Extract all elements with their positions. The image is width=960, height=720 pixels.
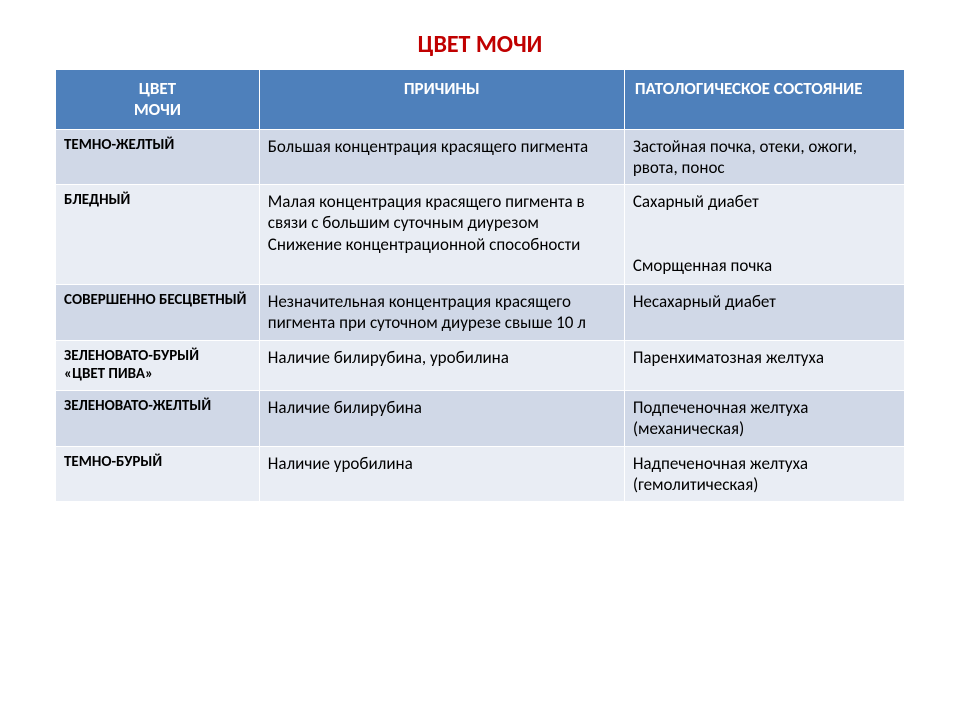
table-row: ТЕМНО-ЖЕЛТЫЙ Большая концентрация красящ… (56, 129, 905, 185)
cell-pathology: Надпеченочная желтуха (гемолитическая) (624, 446, 904, 502)
cell-color: БЛЕДНЫЙ (56, 185, 260, 285)
col-header-cause: ПРИЧИНЫ (259, 70, 624, 130)
col-header-color: ЦВЕТ МОЧИ (56, 70, 260, 130)
cell-pathology: Застойная почка, отеки, ожоги, рвота, по… (624, 129, 904, 185)
table-row: ТЕМНО-БУРЫЙ Наличие уробилина Надпеченоч… (56, 446, 905, 502)
cell-cause: Незначительная концентрация красящего пи… (259, 285, 624, 341)
table-row: БЛЕДНЫЙ Малая концентрация красящего пиг… (56, 185, 905, 285)
cell-color: СОВЕРШЕННО БЕСЦВЕТНЫЙ (56, 285, 260, 341)
table-header-row: ЦВЕТ МОЧИ ПРИЧИНЫ ПАТОЛОГИЧЕСКОЕ СОСТОЯН… (56, 70, 905, 130)
cell-color: ЗЕЛЕНОВАТО-БУРЫЙ «ЦВЕТ ПИВА» (56, 340, 260, 391)
cell-color: ТЕМНО-ЖЕЛТЫЙ (56, 129, 260, 185)
cell-color: ТЕМНО-БУРЫЙ (56, 446, 260, 502)
cell-pathology: Подпеченочная желтуха (механическая) (624, 391, 904, 447)
table-row: ЗЕЛЕНОВАТО-ЖЕЛТЫЙ Наличие билирубина Под… (56, 391, 905, 447)
page-title: ЦВЕТ МОЧИ (55, 30, 905, 59)
col-header-pathology: ПАТОЛОГИЧЕСКОЕ СОСТОЯНИЕ (624, 70, 904, 130)
cell-cause: Наличие уробилина (259, 446, 624, 502)
cell-cause: Наличие билирубина (259, 391, 624, 447)
cell-cause: Малая концентрация красящего пигмента в … (259, 185, 624, 285)
urine-color-table: ЦВЕТ МОЧИ ПРИЧИНЫ ПАТОЛОГИЧЕСКОЕ СОСТОЯН… (55, 69, 905, 502)
cell-cause: Большая концентрация красящего пигмента (259, 129, 624, 185)
table-row: ЗЕЛЕНОВАТО-БУРЫЙ «ЦВЕТ ПИВА» Наличие бил… (56, 340, 905, 391)
table-row: СОВЕРШЕННО БЕСЦВЕТНЫЙ Незначительная кон… (56, 285, 905, 341)
cell-color: ЗЕЛЕНОВАТО-ЖЕЛТЫЙ (56, 391, 260, 447)
cell-cause: Наличие билирубина, уробилина (259, 340, 624, 391)
cell-pathology: Сахарный диабет Сморщенная почка (624, 185, 904, 285)
cell-pathology: Несахарный диабет (624, 285, 904, 341)
cell-pathology: Паренхиматозная желтуха (624, 340, 904, 391)
